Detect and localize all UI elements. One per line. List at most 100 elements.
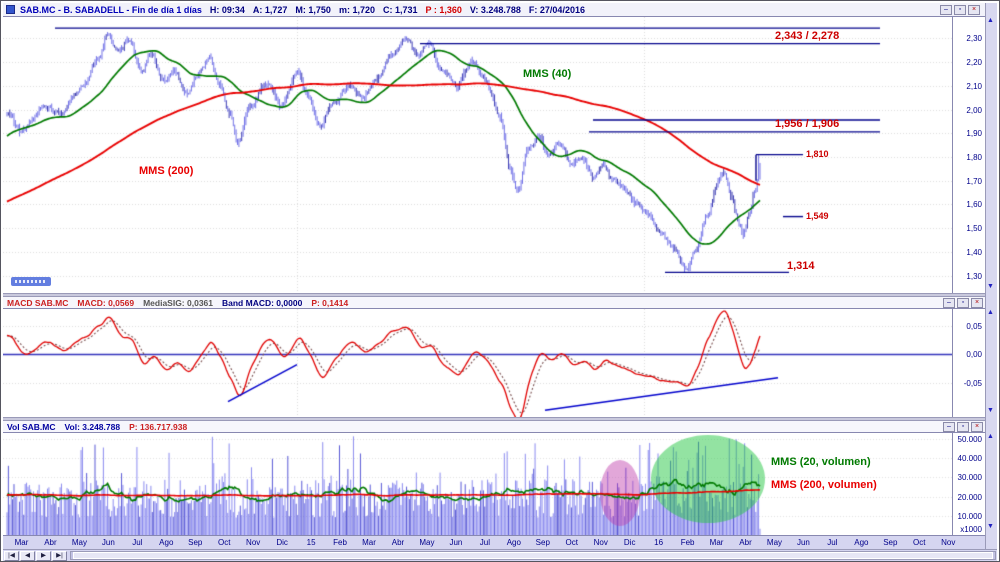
price-axis-tick-5: 1,80 (966, 153, 982, 163)
macd-axis-tick-2: -0,05 (963, 378, 982, 388)
macd-axis[interactable]: 0,05 0,00 -0,05 (952, 309, 985, 417)
nav-first-button[interactable]: |◀ (4, 550, 19, 561)
time-axis-label-28: Jul (827, 538, 838, 547)
title-segment-0: SAB.MC - B. SABADELL - Fin de día 1 días (20, 4, 202, 15)
time-axis-label-24: Mar (709, 538, 724, 547)
volume-axis-tick-3: 20.000 (957, 492, 982, 502)
title-segment-2: A: 1,727 (252, 4, 288, 15)
time-axis-label-12: Mar (362, 538, 376, 547)
vol-header-segment-2: P: 136.717.938 (129, 421, 188, 432)
chart-window-icon[interactable] (6, 5, 15, 14)
title-segment-4: m: 1,720 (338, 4, 375, 15)
time-axis-label-6: Sep (188, 538, 203, 547)
panel-splitter-1[interactable] (3, 293, 985, 297)
price-annotation-1[interactable]: MMS (40) (523, 68, 572, 80)
macd-header-segment-1: MACD: 0,0569 (77, 297, 135, 308)
window-close-button[interactable]: × (968, 4, 980, 15)
macd-header-segment-3: Band MACD: 0,0000 (222, 297, 303, 308)
price-chart-canvas[interactable] (3, 17, 952, 293)
time-axis-label-30: Sep (883, 538, 898, 547)
scroll-arrow-up-0[interactable]: ▲ (987, 17, 994, 24)
scroll-arrow-down-3[interactable]: ▼ (987, 407, 994, 414)
time-axis-label-4: Jul (132, 538, 143, 547)
volume-panel-maximize-button[interactable]: ▫ (957, 421, 969, 432)
title-bar[interactable]: SAB.MC - B. SABADELL - Fin de día 1 días… (3, 3, 985, 17)
volume-panel-minimize-button[interactable]: – (943, 421, 955, 432)
time-axis-label-23: Feb (680, 538, 695, 547)
scroll-arrow-down-1[interactable]: ▼ (987, 283, 994, 290)
time-axis-label-17: Ago (506, 538, 521, 547)
price-chart-panel[interactable]: 2,343 / 2,278 MMS (40) 1,956 / 1,906 MMS (2… (3, 17, 952, 293)
time-axis-label-31: Oct (913, 538, 926, 547)
volume-annotation-0[interactable]: MMS (20, volumen) (771, 456, 871, 468)
window-controls: – ▫ × (940, 4, 980, 15)
macd-chart-canvas[interactable] (3, 309, 952, 417)
macd-axis-tick-1: 0,00 (966, 350, 982, 360)
volume-axis-tick-2: 30.000 (957, 473, 982, 483)
volume-panel-close-button[interactable]: × (971, 421, 983, 432)
window-title: SAB.MC - B. SABADELL - Fin de día 1 días… (20, 5, 593, 15)
title-segment-7: V: 3.248.788 (469, 4, 521, 15)
price-axis-tick-3: 2,00 (966, 105, 982, 115)
time-axis-label-9: Dic (276, 538, 288, 547)
price-axis-tick-7: 1,60 (966, 200, 982, 210)
time-axis-label-16: Jul (479, 538, 490, 547)
volume-axis-tick-1: 40.000 (957, 454, 982, 464)
volume-chart-canvas[interactable] (3, 433, 952, 535)
volume-axis[interactable]: 50.000 40.000 30.000 20.000 10.000 x1000 (952, 433, 985, 535)
price-axis-tick-9: 1,40 (966, 247, 982, 257)
volume-axis-unit: x1000 (960, 525, 982, 534)
macd-panel-header: MACD SAB.MC MACD: 0,0569 MediaSIG: 0,0361 B… (3, 297, 985, 309)
nav-button-group: |◀ ◀ ▶ ▶| (4, 550, 67, 561)
macd-panel-minimize-button[interactable]: – (943, 297, 955, 308)
title-segment-3: M: 1,750 (295, 4, 331, 15)
price-annotation-2[interactable]: 1,956 / 1,906 (775, 118, 840, 130)
time-axis-label-32: Nov (941, 538, 956, 547)
time-axis-label-3: Jun (101, 538, 115, 547)
time-axis[interactable]: Mar Abr May Jun Jul Ago Sep Oct Nov Dic 15 Feb Mar Ab… (3, 535, 985, 549)
price-annotation-4[interactable]: 1,810 (806, 149, 829, 159)
time-axis-label-2: May (71, 538, 87, 547)
title-segment-6: P : 1,360 (425, 4, 462, 15)
price-annotation-3[interactable]: MMS (200) (139, 165, 194, 177)
volume-header-text: Vol SAB.MC Vol: 3.248.788 P: 136.717.938 (7, 422, 196, 432)
nav-next-button[interactable]: ▶ (36, 550, 51, 561)
nav-previous-button[interactable]: ◀ (20, 550, 35, 561)
time-axis-label-15: Jun (449, 538, 463, 547)
price-axis-tick-1: 2,20 (966, 58, 982, 68)
time-axis-label-25: Abr (739, 538, 752, 547)
price-axis[interactable]: 2,30 2,20 2,10 2,00 1,90 1,80 1,70 1,60 1,50 1,40… (952, 17, 985, 293)
vol-header-segment-0: Vol SAB.MC (7, 421, 56, 432)
volume-axis-tick-0: 50.000 (957, 434, 982, 444)
volume-annotation-1[interactable]: MMS (200, volumen) (771, 479, 877, 491)
price-annotation-5[interactable]: 1,549 (806, 211, 829, 221)
macd-panel-maximize-button[interactable]: ▫ (957, 297, 969, 308)
price-axis-tick-10: 1,30 (966, 271, 982, 281)
window-minimize-button[interactable]: – (940, 4, 952, 15)
panel-splitter-2[interactable] (3, 417, 985, 421)
macd-chart-panel[interactable] (3, 309, 952, 417)
time-axis-label-26: May (766, 538, 783, 547)
horizontal-scrollbar-thumb[interactable] (73, 552, 993, 559)
scroll-arrow-up-2[interactable]: ▲ (987, 309, 994, 316)
volume-panel-controls: – ▫ × (943, 421, 983, 432)
macd-panel-close-button[interactable]: × (971, 297, 983, 308)
macd-axis-tick-0: 0,05 (966, 322, 982, 332)
price-axis-tick-8: 1,50 (966, 224, 982, 234)
scroll-arrow-up-4[interactable]: ▲ (987, 433, 994, 440)
title-segment-5: C: 1,731 (382, 4, 418, 15)
horizontal-scrollbar[interactable] (70, 551, 996, 560)
volume-chart-panel[interactable]: MMS (20, volumen) MMS (200, volumen) (3, 433, 952, 535)
price-annotation-0[interactable]: 2,343 / 2,278 (775, 30, 840, 42)
vendor-watermark (11, 277, 51, 286)
vol-header-segment-1: Vol: 3.248.788 (64, 421, 121, 432)
macd-header-segment-0: MACD SAB.MC (7, 297, 69, 308)
scroll-arrow-down-5[interactable]: ▼ (987, 523, 994, 530)
time-axis-label-5: Ago (159, 538, 174, 547)
time-axis-label-0: Mar (14, 538, 29, 547)
vertical-scrollbar[interactable]: ▲ ▼ ▲ ▼ ▲ ▼ (985, 3, 997, 549)
nav-last-button[interactable]: ▶| (52, 550, 67, 561)
time-axis-label-11: Feb (333, 538, 347, 547)
price-annotation-6[interactable]: 1,314 (787, 260, 815, 272)
window-maximize-button[interactable]: ▫ (954, 4, 966, 15)
